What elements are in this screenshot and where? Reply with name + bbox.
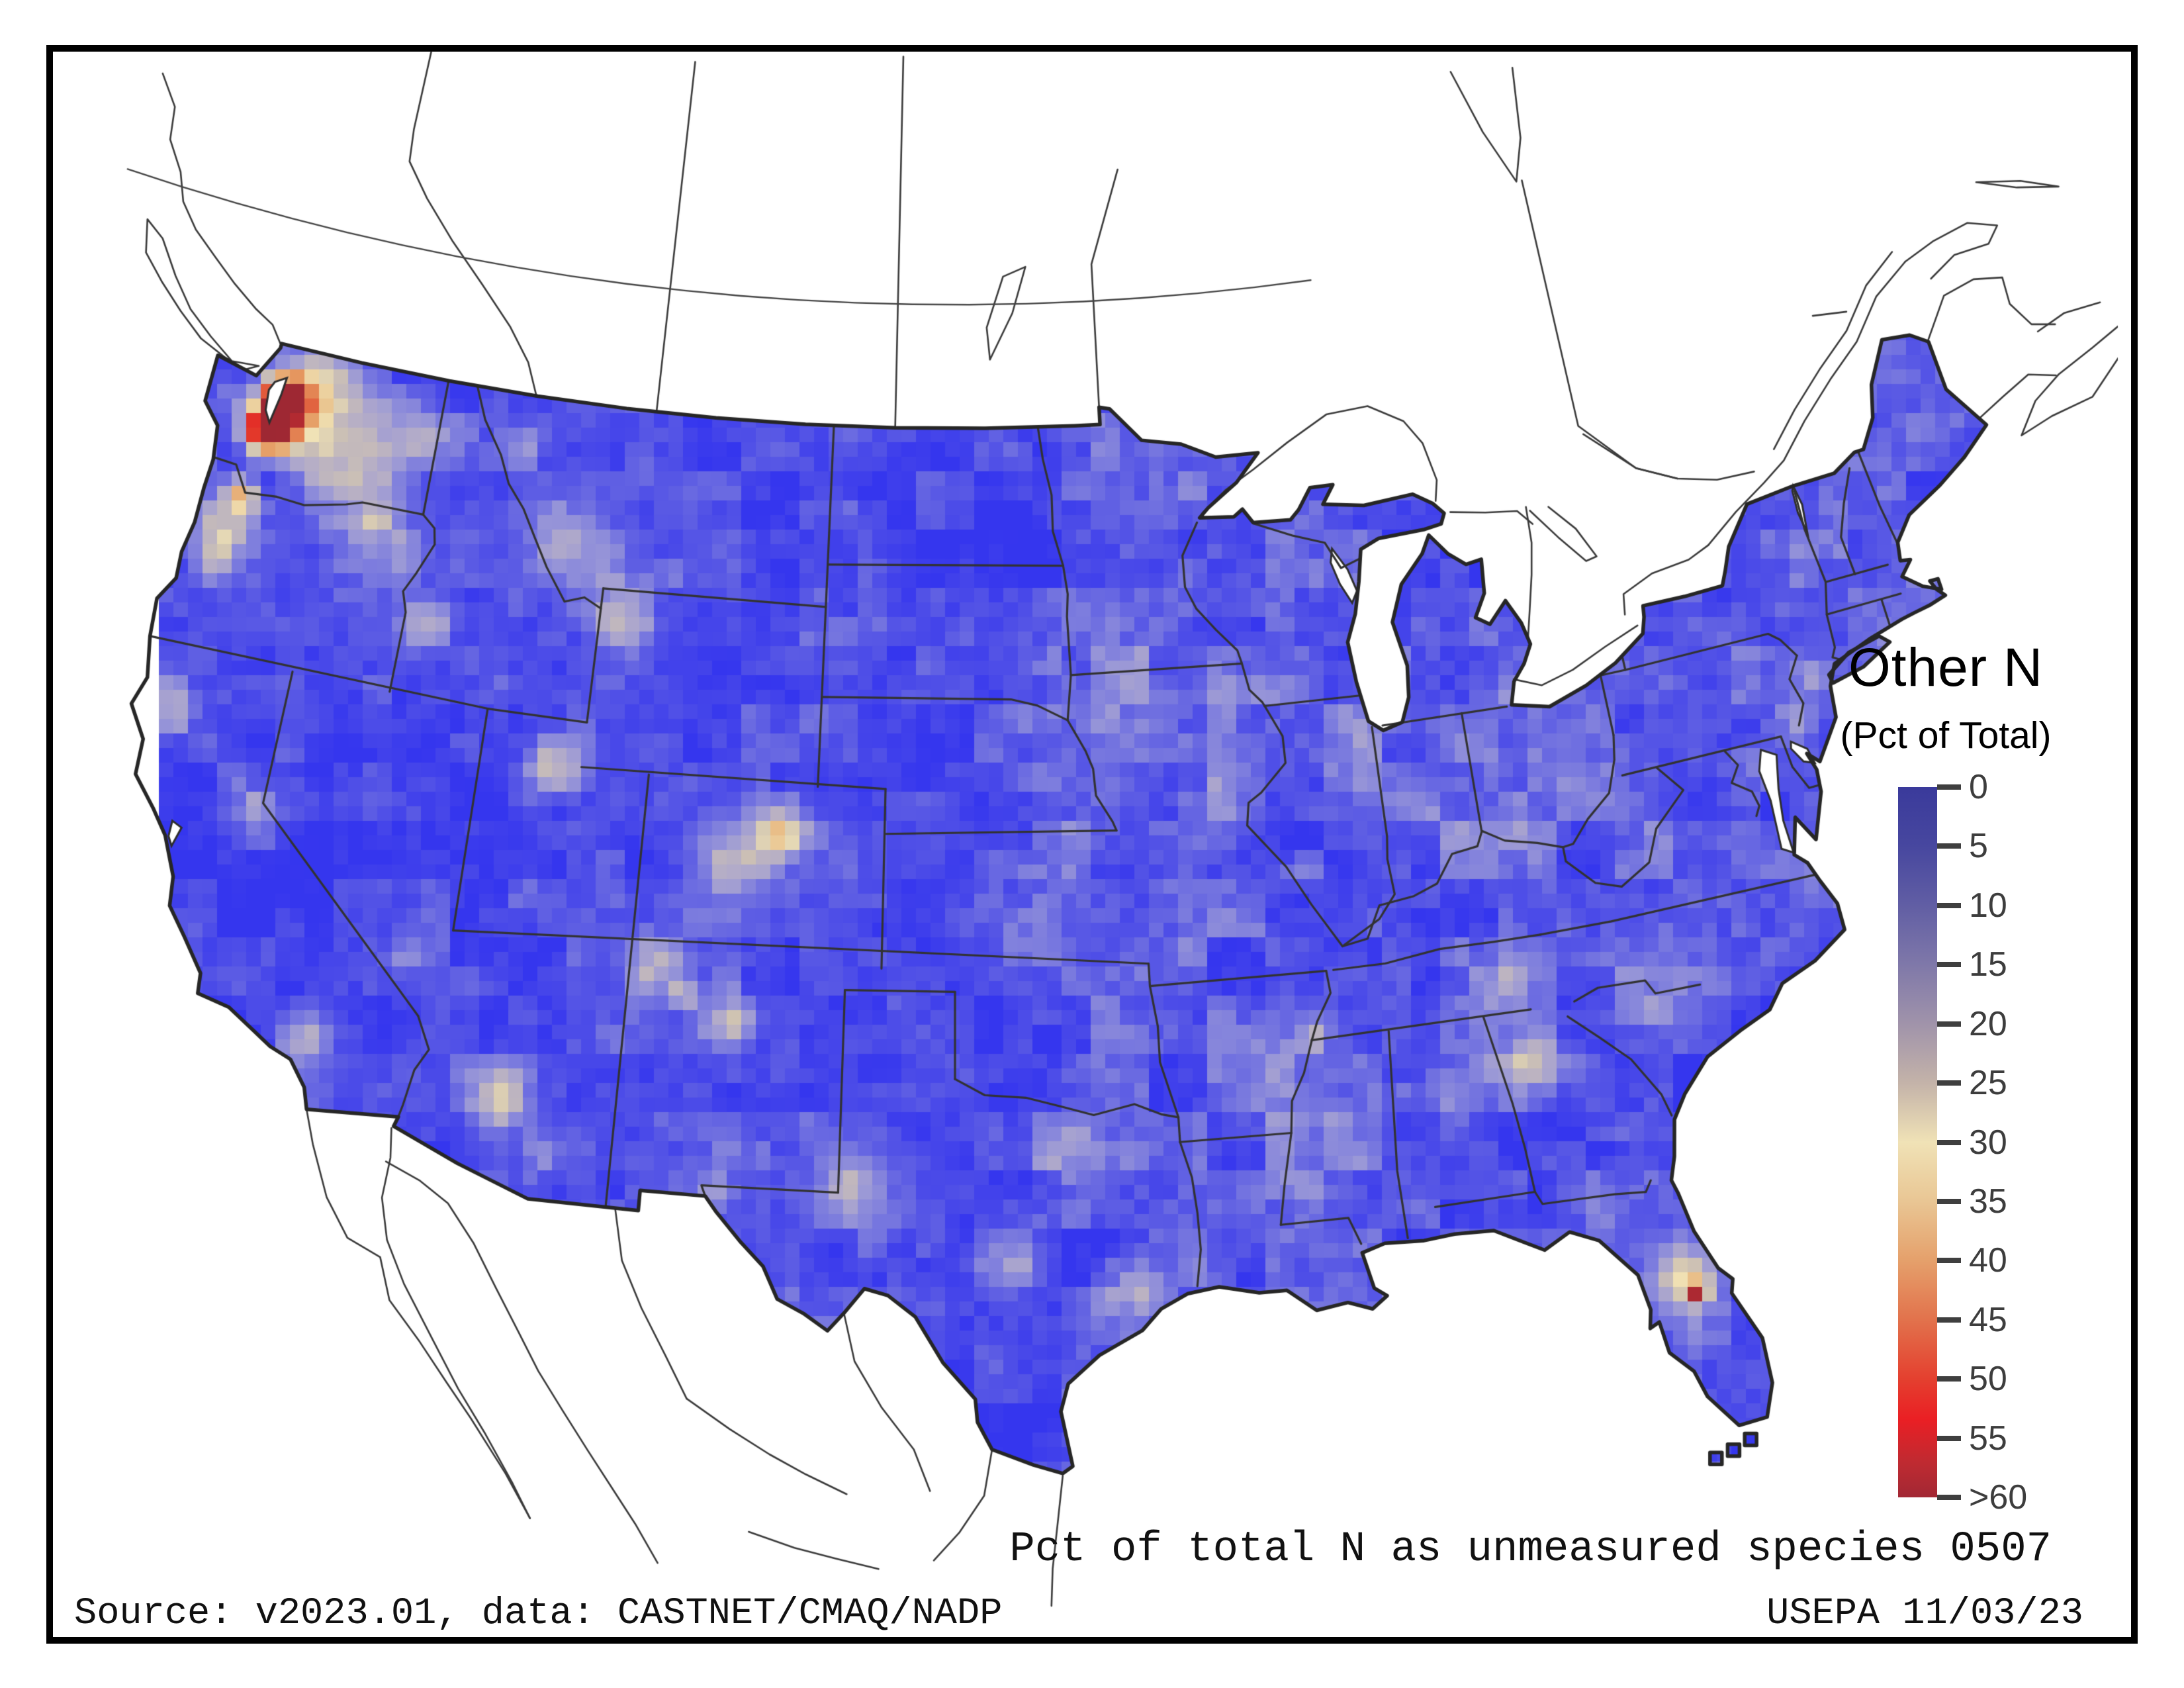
colorbar-tick-label: 20 <box>1969 1004 2007 1043</box>
colorbar-gradient <box>1898 787 1937 1497</box>
plot-frame-border <box>46 45 2138 1644</box>
legend-title: Other N <box>1848 637 2044 698</box>
agency-date-note: USEPA 11/03/23 <box>1766 1593 2083 1635</box>
colorbar-tick-mark <box>1937 1139 1961 1145</box>
colorbar-tick-mark <box>1937 1021 1961 1027</box>
colorbar-tick-label: 10 <box>1969 886 2007 925</box>
colorbar-tick-label: 0 <box>1969 768 1988 806</box>
colorbar-tick-mark <box>1937 784 1961 790</box>
map-caption: Pct of total N as unmeasured species 050… <box>1009 1526 2052 1573</box>
colorbar-tick-mark <box>1937 902 1961 908</box>
colorbar-tick-label: >60 <box>1969 1478 2028 1517</box>
colorbar-tick-mark <box>1937 1258 1961 1264</box>
legend-subtitle: (Pct of Total) <box>1840 714 2052 757</box>
colorbar-tick-label: 30 <box>1969 1123 2007 1162</box>
colorbar-tick-mark <box>1937 1495 1961 1500</box>
colorbar-tick-label: 40 <box>1969 1241 2007 1280</box>
colorbar-tick-mark <box>1937 1435 1961 1441</box>
colorbar-tick-mark <box>1937 962 1961 968</box>
colorbar-tick-label: 50 <box>1969 1360 2007 1399</box>
colorbar-tick-mark <box>1937 1376 1961 1382</box>
colorbar-tick-label: 45 <box>1969 1300 2007 1339</box>
colorbar-tick-label: 5 <box>1969 827 1988 866</box>
colorbar-tick-mark <box>1937 1317 1961 1323</box>
colorbar-tick-mark <box>1937 1198 1961 1204</box>
colorbar-tick-label: 35 <box>1969 1182 2007 1221</box>
colorbar-tick-label: 55 <box>1969 1419 2007 1458</box>
colorbar-tick-label: 25 <box>1969 1064 2007 1103</box>
colorbar-tick-mark <box>1937 1080 1961 1086</box>
source-note: Source: v2023.01, data: CASTNET/CMAQ/NAD… <box>74 1593 1003 1635</box>
colorbar-tick-mark <box>1937 843 1961 849</box>
colorbar-tick-label: 15 <box>1969 945 2007 984</box>
